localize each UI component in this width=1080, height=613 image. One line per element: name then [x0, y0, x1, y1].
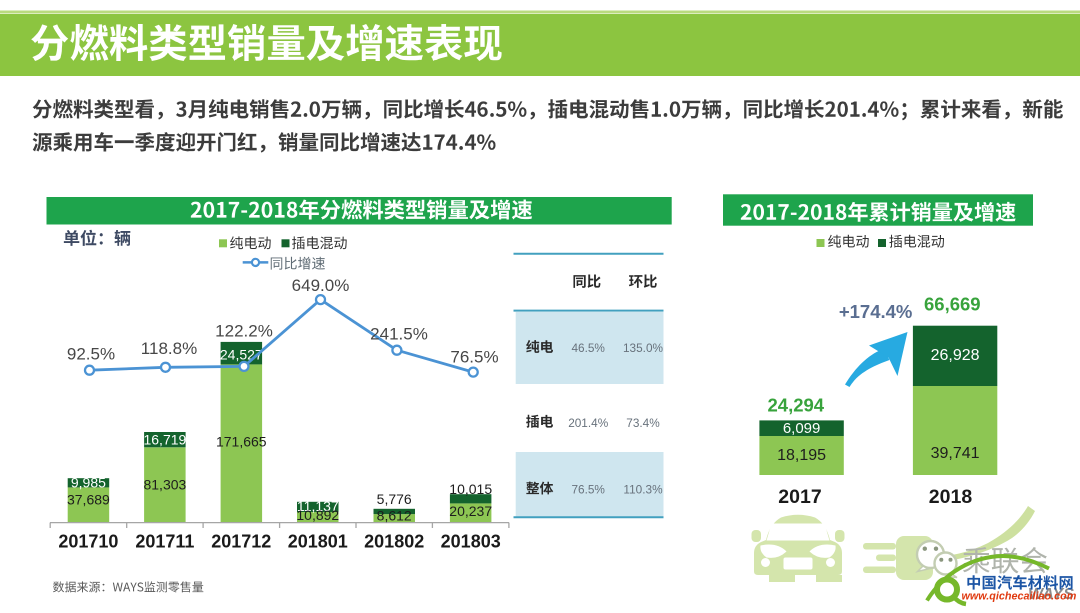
svg-text:6,099: 6,099 [783, 420, 821, 437]
svg-text:241.5%: 241.5% [370, 325, 428, 344]
svg-text:18,195: 18,195 [777, 447, 826, 464]
svg-text:37,689: 37,689 [67, 492, 110, 508]
svg-text:201801: 201801 [288, 532, 348, 552]
svg-text:46.5%: 46.5% [571, 341, 605, 355]
svg-text:16,719: 16,719 [143, 432, 186, 448]
svg-text:118.8%: 118.8% [141, 339, 197, 358]
svg-text:66,669: 66,669 [924, 294, 981, 315]
svg-text:10,892: 10,892 [296, 507, 339, 523]
svg-text:8,612: 8,612 [377, 508, 412, 524]
svg-text:201803: 201803 [441, 532, 501, 552]
svg-text:649.0%: 649.0% [292, 276, 350, 295]
svg-text:73.4%: 73.4% [626, 416, 660, 430]
svg-text:135.0%: 135.0% [623, 341, 664, 355]
svg-text:81,303: 81,303 [143, 477, 186, 493]
svg-text:39,741: 39,741 [931, 445, 980, 462]
svg-text:76.5%: 76.5% [571, 483, 605, 497]
svg-text:5,776: 5,776 [377, 491, 412, 507]
svg-text:26,928: 26,928 [931, 347, 980, 364]
svg-text:171,665: 171,665 [216, 434, 267, 450]
svg-text:11,137: 11,137 [297, 498, 339, 514]
svg-text:201802: 201802 [364, 532, 424, 552]
svg-text:9,985: 9,985 [71, 475, 106, 491]
svg-text:92.5%: 92.5% [67, 345, 115, 364]
svg-text:201.4%: 201.4% [568, 416, 609, 430]
svg-text:122.2%: 122.2% [215, 322, 273, 341]
svg-text:201712: 201712 [211, 532, 271, 552]
svg-text:20,237: 20,237 [449, 503, 492, 519]
svg-text:2017: 2017 [778, 486, 821, 508]
svg-text:76.5%: 76.5% [450, 348, 498, 367]
svg-text:www.qichecailiao.com: www.qichecailiao.com [962, 591, 1077, 603]
svg-text:+174.4%: +174.4% [839, 301, 913, 322]
svg-text:10,015: 10,015 [449, 481, 492, 497]
svg-text:24,294: 24,294 [768, 395, 825, 416]
svg-text:201711: 201711 [135, 532, 194, 552]
svg-text:201710: 201710 [58, 532, 118, 552]
svg-text:2018: 2018 [929, 486, 973, 508]
svg-text:110.3%: 110.3% [623, 483, 663, 497]
svg-text:WAYS: WAYS [1028, 586, 1074, 603]
